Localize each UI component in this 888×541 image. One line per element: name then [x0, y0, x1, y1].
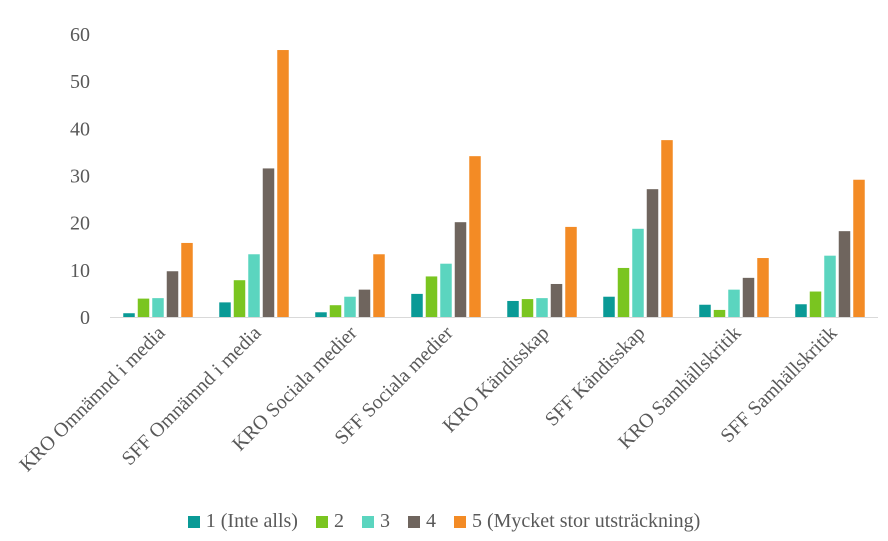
bar	[632, 228, 644, 317]
bar	[137, 298, 150, 317]
y-tick-label: 50	[70, 71, 90, 93]
bars	[123, 50, 865, 318]
legend-item: 3	[361, 510, 390, 533]
bar	[603, 296, 615, 317]
bar	[550, 283, 563, 317]
bar	[713, 309, 726, 317]
bar	[219, 302, 231, 317]
legend-item: 2	[315, 510, 344, 533]
bar	[838, 231, 851, 317]
legend-label: 4	[425, 510, 436, 532]
bar	[248, 254, 260, 317]
legend-item: 1 (Inte alls)	[187, 510, 298, 533]
bar	[233, 280, 246, 317]
legend-swatch	[361, 515, 374, 528]
bar	[277, 50, 289, 317]
bar	[661, 140, 673, 318]
legend-item: 4	[407, 510, 436, 533]
legend-swatch	[315, 515, 328, 528]
bar	[757, 258, 769, 317]
bar	[440, 263, 452, 317]
bar	[699, 304, 711, 317]
bar	[646, 189, 659, 317]
y-tick-label: 0	[80, 307, 90, 329]
legend-swatch	[453, 515, 466, 528]
legend-swatch	[187, 515, 200, 528]
bar	[344, 296, 356, 317]
bar	[536, 298, 548, 317]
bar	[315, 312, 327, 317]
bar	[373, 254, 385, 317]
bar	[617, 267, 630, 317]
y-tick-label: 40	[70, 118, 90, 140]
y-tick-label: 20	[70, 213, 90, 235]
y-axis-ticks: 0 10 20 30 40 50 60	[70, 24, 90, 329]
legend-label: 1 (Inte alls)	[205, 510, 298, 532]
legend-swatch	[407, 515, 420, 528]
bar	[809, 291, 822, 317]
y-tick-label: 30	[70, 166, 90, 188]
bar	[742, 277, 755, 317]
bar	[728, 289, 740, 317]
legend-label: 5 (Mycket stor utsträckning)	[471, 510, 701, 532]
bar	[358, 289, 371, 317]
y-tick-label: 60	[70, 24, 90, 46]
bar	[469, 156, 481, 317]
bar	[262, 168, 275, 317]
bar	[166, 271, 179, 317]
bar	[425, 276, 438, 317]
legend-label: 2	[333, 510, 344, 532]
bar	[329, 305, 342, 317]
bar	[411, 293, 423, 317]
bar	[824, 255, 836, 317]
bar	[507, 300, 519, 317]
bar	[565, 226, 577, 317]
bar	[123, 313, 135, 317]
bar	[152, 298, 164, 317]
legend-item: 5 (Mycket stor utsträckning)	[453, 510, 701, 533]
bar	[853, 179, 865, 317]
x-category-label: SFF Kändisskap	[541, 322, 650, 431]
y-tick-label: 10	[70, 260, 90, 282]
bar	[181, 242, 193, 317]
legend: 1 (Inte alls) 2 3 4 5 (Mycket stor utsträckn…	[0, 510, 888, 533]
bar	[521, 299, 534, 317]
legend-label: 3	[379, 510, 390, 532]
bar	[454, 222, 467, 317]
bar	[795, 304, 807, 317]
